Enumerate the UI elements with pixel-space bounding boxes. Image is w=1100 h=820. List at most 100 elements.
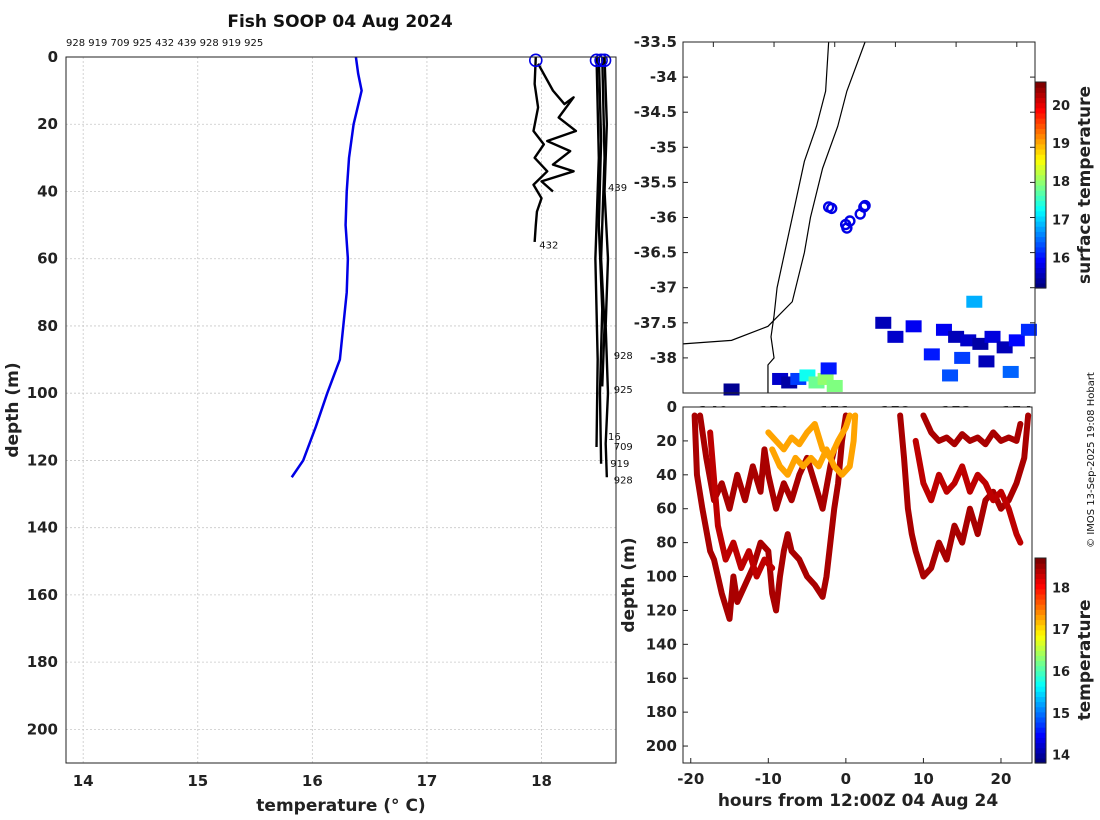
map-y-tick-label: -34.5 [634,103,677,121]
map-colorbar-segment [1035,179,1046,186]
map-colorbar-segment [1035,277,1046,284]
profile-y-tick-label: 200 [27,720,58,738]
time-colorbar-segment [1035,742,1046,749]
time-colorbar-segment [1035,716,1046,723]
profile-line-climatology [290,56,363,478]
sst-cell [875,316,892,329]
profile-start-marker [594,53,608,68]
profile-start-marker [597,53,612,68]
profile-line-925 [599,56,606,387]
profile-line-439 [537,63,578,193]
map-colorbar-segment [1035,185,1046,191]
sst-cell [966,295,983,308]
map-colorbar-segment [1035,272,1046,279]
map-y-tick-label: -35 [650,138,677,156]
time-colorbar-segment [1035,701,1046,708]
map-colorbar-segment [1035,262,1046,268]
copyright-credit: © IMOS 13-Sep-2025 19:08 Hobart [1086,372,1097,548]
map-colorbar-segment [1035,148,1046,155]
map-colorbar-segment [1035,138,1046,145]
sst-cell [1002,365,1019,378]
profile-id-annotation: 928 [614,351,633,362]
map-y-tick-label: -36 [650,209,677,227]
profile-y-tick-label: 100 [27,384,58,402]
time-x-tick-label: 10 [913,770,934,788]
time-colorbar-segment [1035,609,1046,615]
time-colorbar-segment [1035,727,1046,733]
map-colorbar-segment [1035,257,1046,263]
time-colorbar-segment [1035,711,1046,718]
time-colorbar-segment [1035,722,1046,728]
profile-id-annotation: 16 [608,432,621,443]
time-colorbar-tick-label: 18 [1052,581,1070,596]
time-colorbar-segment [1035,593,1046,600]
map-colorbar-segment [1035,169,1046,176]
profile-line-709 [594,56,601,447]
map-colorbar-segment [1035,251,1046,258]
sst-cell [978,355,995,368]
profile-y-tick-label: 0 [48,48,58,66]
time-colorbar-segment [1035,752,1046,759]
map-panel: -33.5 -34 -34.5 -35 -35.5 -36 -36.5 -37 -37.5 -38… [634,33,1095,421]
sst-cell [996,341,1013,354]
map-colorbar-segment [1035,241,1046,248]
map-colorbar-segment [1035,143,1046,150]
map-colorbar-segment [1035,133,1046,140]
sst-cell [723,383,740,396]
map-colorbar-label: surface temperature [1075,86,1095,284]
time-depth-ylabel: depth (m) [619,537,639,632]
profile-y-tick-label: 60 [37,250,58,268]
map-colorbar-segment [1035,246,1046,253]
profile-y-tick-label: 160 [27,586,58,604]
time-colorbar-segment [1035,691,1046,697]
sst-cell [942,369,959,382]
time-y-tick-label: 180 [646,703,677,721]
time-y-tick-label: 20 [656,432,677,450]
map-colorbar-tick-label: 18 [1052,175,1070,190]
map-y-tick-label: -34 [650,68,677,86]
profile-plot-frame [65,56,617,764]
time-colorbar-segment [1035,629,1046,636]
time-colorbar-segment [1035,583,1046,590]
sst-cell [954,351,971,364]
time-y-tick-label: 40 [656,466,677,484]
sst-cell [1008,334,1025,347]
map-y-tick-label: -37.5 [634,314,677,332]
map-colorbar-segment [1035,159,1046,165]
map-colorbar-frame [1034,81,1047,289]
sst-cell [935,323,952,336]
map-colorbar-segment [1035,267,1046,274]
time-colorbar-segment [1035,747,1046,754]
profile-x-tick-label: 17 [417,772,438,790]
map-colorbar-tick-label: 19 [1052,137,1070,152]
sst-cell [905,320,922,333]
profile-y-tick-label: 180 [27,653,58,671]
time-y-tick-label: 160 [646,669,677,687]
time-colorbar-segment [1035,624,1046,631]
map-colorbar-tick-label: 16 [1052,251,1070,266]
map-colorbar-segment [1035,221,1046,227]
map-colorbar-segment [1035,154,1046,160]
time-colorbar-segment [1035,706,1046,713]
time-colorbar-segment [1035,604,1046,610]
time-colorbar-segment [1035,655,1046,662]
map-y-tick-label: -36.5 [634,244,677,262]
map-colorbar-segment [1035,128,1046,135]
time-colorbar-segment [1035,737,1046,744]
map-colorbar-tick-label: 17 [1052,213,1070,228]
time-colorbar-segment [1035,578,1046,585]
sst-cell [1020,323,1037,336]
map-colorbar-segment [1035,174,1046,181]
map-colorbar-segment [1035,282,1046,289]
map-colorbar-segment [1035,215,1046,222]
temperature-track [912,437,1024,546]
temperature-track [707,429,776,580]
time-colorbar-segment [1035,757,1046,764]
time-colorbar-segment [1035,686,1046,692]
map-colorbar-segment [1035,123,1046,129]
time-x-tick-label: -20 [677,770,704,788]
map-colorbar-segment [1035,164,1046,171]
station-marker [844,215,856,227]
